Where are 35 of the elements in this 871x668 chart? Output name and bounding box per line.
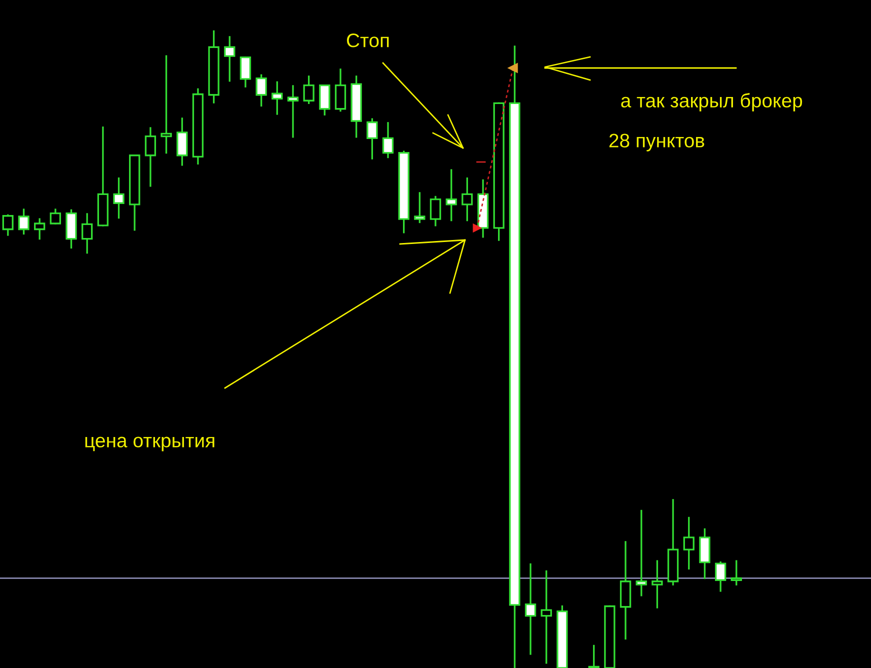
candlestick: [34, 218, 46, 240]
candlestick: [303, 76, 314, 104]
annotation: 28 пунктов: [609, 134, 704, 152]
candlestick: [366, 118, 378, 160]
candlestick: [652, 560, 663, 608]
candlestick: [272, 81, 283, 115]
annotation: а так закрыл брокер: [621, 93, 802, 112]
candlestick: [18, 208, 30, 235]
candlestick: [50, 208, 62, 224]
candlestick: [160, 55, 172, 154]
candlestick: [462, 177, 473, 222]
candlestick: [2, 214, 14, 236]
candlestick: [176, 118, 188, 166]
candlestick: [683, 516, 694, 570]
candlestick: [430, 196, 442, 226]
candlestick: [256, 74, 267, 107]
candlestick: [636, 510, 647, 596]
annotation: цена открытия: [85, 436, 214, 452]
candlestick: [334, 68, 346, 112]
candlestick: [224, 36, 236, 82]
candlestick: [540, 570, 552, 664]
candlestick: [82, 213, 93, 254]
candlestick: [524, 563, 536, 655]
candlestick: [319, 84, 330, 116]
candlestick: [240, 56, 252, 88]
candlestick: [414, 192, 426, 224]
candlestick: [382, 122, 394, 158]
candlestick: [714, 561, 726, 592]
candlestick: [287, 85, 299, 138]
candlestick: [588, 644, 600, 668]
candlestick: [113, 177, 124, 219]
candlestick: [446, 169, 457, 222]
annotation: Стоп: [346, 34, 389, 48]
candlestick: [730, 560, 742, 586]
candlestick: [144, 127, 156, 187]
